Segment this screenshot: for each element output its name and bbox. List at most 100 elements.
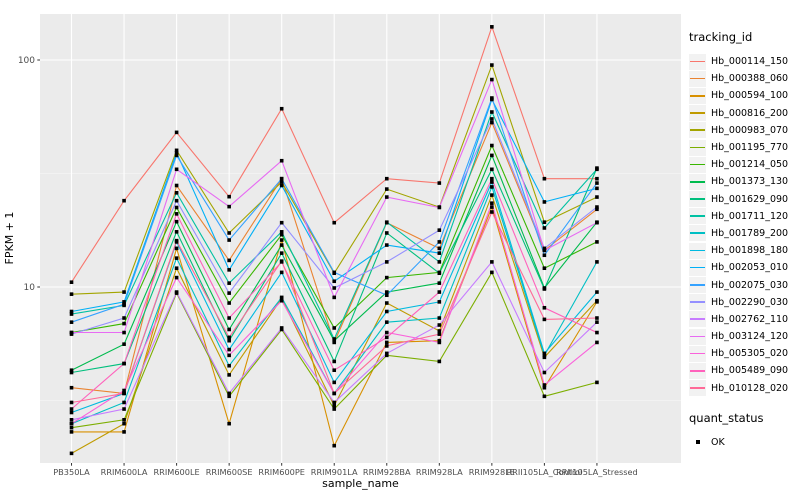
data-point [227,301,231,305]
data-point [69,385,74,390]
legend-items: Hb_000114_150 Hb_000388_060 Hb_000594_100 H… [689,53,799,397]
data-point [227,338,231,343]
legend-item: Hb_001898_180 [689,242,799,259]
x-tick-label: RRIM600SE [206,467,253,477]
data-point [595,167,599,172]
data-point [542,200,547,204]
data-point [279,180,284,184]
data-point [384,335,389,340]
data-point [384,351,389,356]
legend-color-line [690,77,705,80]
data-point [332,326,337,330]
data-point [227,327,231,332]
legend-item: Hb_005489_090 [689,362,799,379]
data-point [227,353,231,358]
data-point [279,158,284,163]
data-point [279,270,284,275]
legend-item: Hb_001195_770 [689,139,799,156]
data-point [122,321,126,326]
data-point [174,191,179,195]
data-point [437,251,442,255]
data-point [595,298,599,303]
legend-key-line-icon [689,242,706,259]
legend-color-line [690,318,705,320]
legend-item: Hb_000594_100 [689,87,799,104]
data-point [69,292,74,296]
data-point [595,186,599,191]
data-point [69,418,74,422]
legend-key-line-icon [689,139,706,156]
data-point [332,407,337,411]
data-point [490,193,494,197]
data-point [69,280,74,284]
legend-key-line-icon [689,259,706,276]
data-point [384,243,389,247]
data-point [69,312,74,316]
legend-color-line [690,198,705,200]
legend-item-label: Hb_000388_060 [711,73,789,85]
data-point [332,337,337,341]
data-point [384,176,389,181]
data-point [595,380,599,385]
data-point [384,187,389,191]
y-tick-label: 100 [18,56,35,66]
legend-color-line [690,112,705,114]
data-point [437,290,442,294]
data-point [174,219,179,224]
data-point [174,275,179,280]
data-point [595,205,599,209]
data-point [332,279,337,284]
data-point [122,290,126,294]
data-point [332,295,337,300]
data-point [279,232,284,237]
data-point [437,281,442,285]
data-point [384,260,389,264]
legend-key-line-icon [689,345,706,362]
legend-item-label: Hb_005489_090 [711,365,789,377]
data-point [122,388,126,393]
data-point [279,326,284,330]
data-point [279,183,284,188]
data-point [595,290,599,294]
data-point [174,183,179,188]
legend-color-line [690,266,705,269]
data-point [490,201,494,205]
quant-status-items: OK [689,434,799,451]
data-point [384,330,389,335]
legend-item: Hb_002762_110 [689,311,799,328]
legend-title-tracking-id: tracking_id [689,30,753,44]
data-point [227,268,231,272]
data-point [437,181,442,185]
legend-item-label: Hb_002075_030 [711,279,789,291]
data-point [490,205,494,209]
data-point [174,290,179,294]
data-point [332,391,337,396]
data-point [542,253,547,258]
data-point [595,220,599,225]
data-point [174,198,179,203]
legend-color-line [690,146,705,149]
data-point [122,407,126,411]
data-point [69,425,74,430]
quant-status-legend: quant_status OK [689,411,799,451]
legend-item: Hb_001629_090 [689,191,799,208]
data-point [279,298,284,303]
data-point [542,353,547,358]
data-point [437,316,442,320]
data-point [384,290,389,294]
legend-key-line-icon [689,156,706,173]
legend-color-line [690,180,705,183]
data-point [279,259,284,263]
x-tick-label: RRIM600PE [258,467,305,477]
black-square-marker-icon [695,440,700,445]
data-point [332,400,337,405]
legend-item: Hb_003124_120 [689,328,799,345]
data-point [542,287,547,291]
data-point [384,340,389,345]
legend-item: Hb_001214_050 [689,156,799,173]
data-point [490,270,494,275]
legend-item-label: Hb_000983_070 [711,124,789,136]
legend-key-line-icon [689,70,706,87]
legend-color-line [690,215,705,217]
